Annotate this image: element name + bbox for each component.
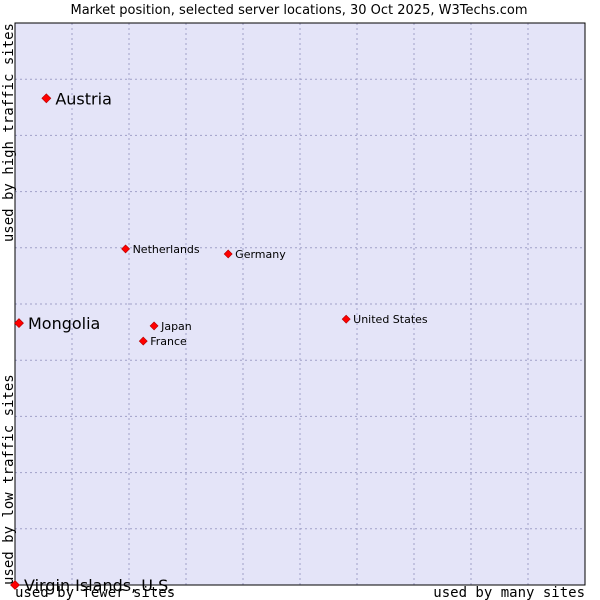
x-axis-label-low: used by fewer sites bbox=[15, 585, 175, 600]
data-point-label: United States bbox=[353, 313, 428, 326]
y-axis-label-low: used by low traffic sites bbox=[1, 374, 17, 585]
data-point-label: Germany bbox=[235, 248, 286, 261]
grid-lines bbox=[15, 23, 585, 585]
data-point-marker bbox=[341, 314, 351, 324]
data-point-label: Austria bbox=[55, 89, 112, 108]
chart-title: Market position, selected server locatio… bbox=[70, 3, 527, 18]
y-axis-label-high: used by high traffic sites bbox=[1, 23, 17, 242]
data-point-marker bbox=[223, 249, 233, 259]
data-point-label: Netherlands bbox=[133, 243, 200, 256]
data-points: Austria Netherlands Germany Mongolia United … bbox=[10, 89, 428, 595]
data-point-label: Japan bbox=[160, 320, 192, 333]
data-point-marker bbox=[121, 244, 131, 254]
data-point-marker bbox=[149, 321, 159, 331]
x-axis-label-high: used by many sites bbox=[433, 585, 585, 600]
data-point-marker bbox=[14, 318, 24, 329]
data-point-label: Mongolia bbox=[28, 314, 100, 333]
data-point-label: Virgin Islands, U.S. bbox=[24, 576, 173, 595]
data-point-marker bbox=[10, 580, 20, 590]
plot-border bbox=[14, 22, 586, 586]
data-point-marker bbox=[138, 336, 148, 346]
data-point-label: France bbox=[150, 335, 187, 348]
data-point-marker bbox=[41, 93, 52, 104]
